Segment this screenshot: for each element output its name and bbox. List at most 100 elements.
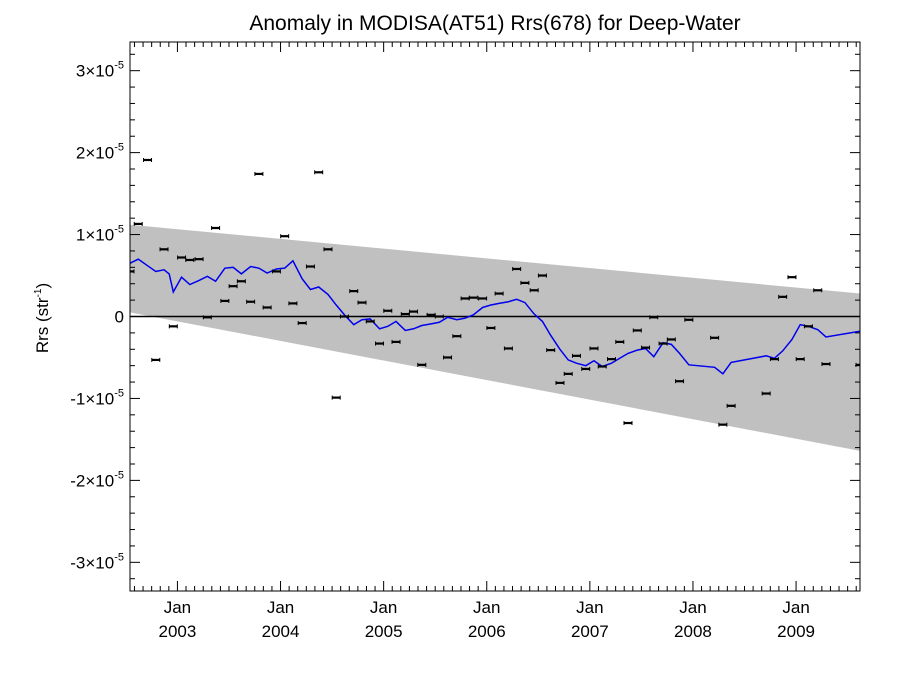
x-tick-label-month: Jan (267, 598, 294, 617)
data-point (349, 289, 359, 294)
data-point (375, 341, 385, 346)
trend-line (130, 258, 860, 375)
data-point (666, 337, 676, 342)
y-axis-label-base: Rrs (str (33, 297, 52, 353)
data-point (130, 269, 135, 274)
data-point (512, 266, 522, 271)
y-tick-label: -2×10-5 (70, 469, 124, 490)
data-point (262, 305, 272, 310)
x-tick-label-month: Jan (576, 598, 603, 617)
data-point (581, 366, 591, 371)
x-tick-label-month: Jan (164, 598, 191, 617)
data-point (718, 422, 728, 427)
data-point (297, 321, 307, 326)
y-tick-label: 2×10-5 (76, 142, 124, 163)
x-tick-label-month: Jan (782, 598, 809, 617)
data-point (383, 308, 393, 313)
x-tick-label-year: 2004 (262, 622, 300, 641)
data-point (710, 335, 720, 340)
data-point (391, 339, 401, 344)
data-point (133, 221, 143, 226)
data-point (305, 264, 315, 269)
data-point (314, 170, 324, 175)
y-tick-exponent: -5 (114, 224, 124, 236)
x-tick-label-year: 2003 (159, 622, 197, 641)
y-tick-label: -1×10-5 (70, 387, 124, 408)
data-point (529, 288, 539, 293)
data-point (194, 257, 204, 262)
data-point (159, 247, 169, 252)
x-tick-label-month: Jan (473, 598, 500, 617)
data-point (803, 324, 813, 329)
data-point (813, 288, 823, 293)
data-point (323, 247, 333, 252)
y-axis-label: Rrs (str-1) (33, 283, 52, 353)
data-point (494, 291, 504, 296)
data-point (632, 328, 642, 333)
x-tick-label-month: Jan (679, 598, 706, 617)
data-point (649, 315, 659, 320)
chart-title: Anomaly in MODISA(AT51) Rrs(678) for Dee… (249, 12, 740, 35)
data-point (168, 324, 178, 329)
data-point (211, 226, 221, 231)
data-point (787, 275, 797, 280)
y-axis-label-sup: -1 (33, 288, 44, 297)
data-point (623, 421, 633, 426)
data-point (555, 380, 565, 385)
y-tick-label: 0 (115, 308, 124, 327)
data-point (254, 171, 264, 176)
data-point (468, 295, 478, 300)
plot-area (130, 157, 860, 451)
data-point (821, 362, 831, 367)
data-point (795, 357, 805, 362)
y-tick-mantissa: -2×10 (70, 471, 114, 490)
data-point (546, 348, 556, 353)
data-point (434, 314, 444, 319)
y-tick-exponent: -5 (114, 60, 124, 72)
data-point (563, 371, 573, 376)
y-tick-mantissa: -1×10 (70, 389, 114, 408)
y-tick-label: 3×10-5 (76, 60, 124, 81)
data-point (202, 315, 212, 320)
y-tick-exponent: -5 (114, 551, 124, 563)
data-point (726, 403, 736, 408)
data-point (365, 319, 375, 324)
data-point (246, 299, 256, 304)
data-point (339, 314, 349, 319)
y-tick-mantissa: 1×10 (76, 226, 114, 245)
data-point (357, 300, 367, 305)
y-tick-label: 1×10-5 (76, 224, 124, 245)
data-point (185, 257, 195, 262)
y-tick-exponent: -5 (114, 469, 124, 481)
data-point (409, 309, 419, 314)
data-point (641, 345, 651, 350)
data-point (271, 269, 281, 274)
plot-content (130, 157, 860, 451)
data-point (615, 339, 625, 344)
x-tick-label-year: 2006 (468, 622, 506, 641)
axes: 3×10-52×10-51×10-50-1×10-5-2×10-5-3×10-5… (70, 41, 861, 641)
data-point (220, 298, 230, 303)
data-point (597, 364, 607, 369)
y-tick-mantissa: 2×10 (76, 144, 114, 163)
data-point (417, 362, 427, 367)
y-tick-mantissa: 0 (115, 308, 124, 327)
data-point (228, 284, 238, 289)
x-tick-label-year: 2008 (674, 622, 712, 641)
data-point (503, 346, 513, 351)
data-point (761, 391, 771, 396)
y-tick-exponent: -5 (114, 142, 124, 154)
y-tick-mantissa: -3×10 (70, 553, 114, 572)
confidence-band (130, 224, 860, 451)
data-point (520, 280, 530, 285)
y-tick-exponent: -5 (114, 387, 124, 399)
data-point (537, 273, 547, 278)
data-point (443, 355, 453, 360)
data-point (855, 362, 860, 367)
data-point (684, 317, 694, 322)
data-point (769, 357, 779, 362)
data-point (478, 296, 488, 301)
data-point (658, 341, 668, 346)
data-point (288, 301, 298, 306)
